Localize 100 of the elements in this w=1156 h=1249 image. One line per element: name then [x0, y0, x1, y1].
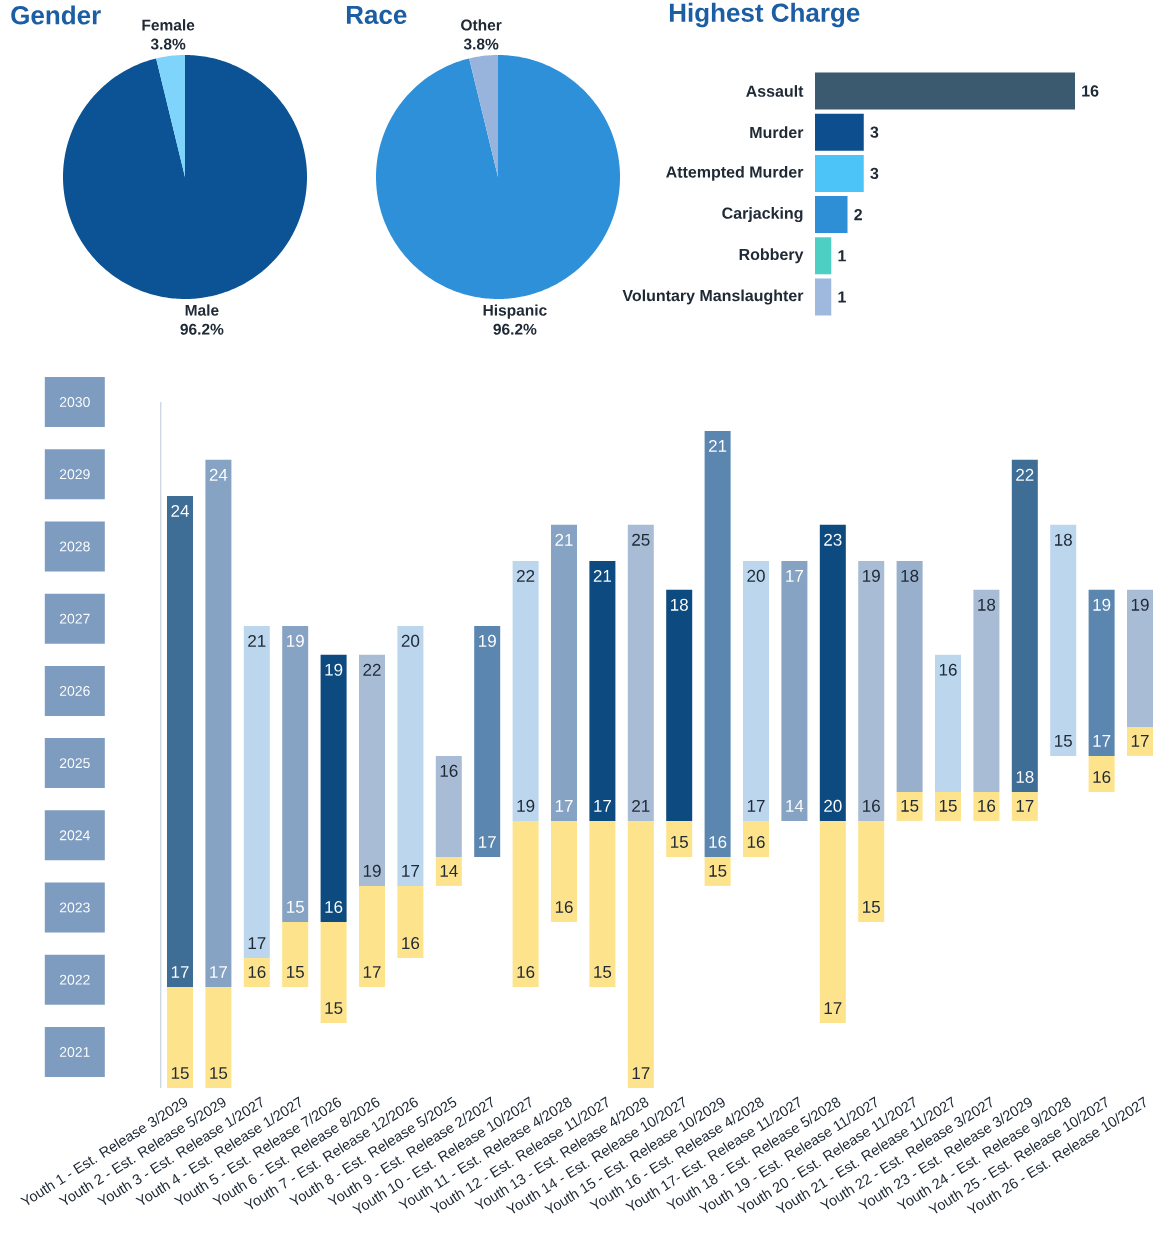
bar: [743, 820, 770, 857]
bar: [815, 113, 864, 151]
slice-label: Hispanic: [483, 304, 547, 319]
annotation: 17: [1131, 735, 1149, 747]
y-tick-label: Attempted Murder: [666, 165, 804, 181]
annotation: 18: [671, 598, 688, 611]
annotation: 22: [1016, 468, 1034, 481]
annotation: 17: [824, 1002, 842, 1014]
bar: [205, 986, 232, 1089]
y-tick-label: Assault: [746, 85, 804, 97]
annotation: 21: [593, 569, 612, 582]
annotation: 17: [786, 570, 803, 582]
bar: [1088, 755, 1115, 792]
y-tick-label: Carjacking: [722, 207, 803, 223]
annotation: 16: [747, 835, 765, 849]
annotation: 17: [363, 966, 381, 978]
annotation: 20: [747, 569, 765, 582]
annotation: 17: [1093, 735, 1111, 747]
annotation: 16: [939, 663, 957, 676]
annotation: 19: [287, 634, 304, 647]
slice-label: Other: [461, 19, 502, 31]
bar: [781, 560, 808, 821]
annotation: 20: [824, 799, 842, 812]
annotation: 16: [863, 799, 880, 812]
annotation: 17: [1016, 800, 1034, 812]
annotation: 17: [479, 836, 496, 848]
annotation: 24: [171, 504, 189, 517]
annotation: 15: [287, 901, 304, 913]
bar: [1127, 726, 1154, 756]
y-tick-label: 2022: [59, 974, 90, 985]
y-tick-label: 2027: [59, 613, 90, 624]
bar: [243, 958, 270, 987]
y-tick-label: 2030: [59, 397, 90, 407]
annotation: 15: [594, 966, 612, 978]
data-label: 3.8%: [150, 38, 186, 50]
y-tick-label: 2029: [59, 469, 90, 480]
annotation: 17: [171, 966, 189, 978]
annotation: 19: [863, 569, 880, 582]
annotation: 17: [555, 800, 573, 812]
data-label: 1: [838, 291, 846, 303]
bar: [935, 791, 962, 821]
data-label: 96.2%: [180, 323, 224, 335]
chart-title: Race: [346, 5, 407, 25]
y-tick-label: 2023: [59, 902, 90, 913]
y-tick-label: 2026: [59, 685, 90, 696]
bar: [474, 625, 501, 857]
annotation: 15: [325, 1002, 343, 1015]
annotation: 18: [901, 569, 919, 582]
bar: [815, 278, 832, 316]
bar: [896, 791, 923, 821]
bar: [397, 885, 424, 959]
annotation: 16: [402, 937, 420, 950]
annotation: 17: [210, 966, 227, 978]
y-tick-label: 2025: [59, 758, 90, 769]
bar: [973, 791, 1000, 821]
annotation: 16: [248, 965, 266, 979]
annotation: 24: [209, 468, 228, 481]
bar: [435, 856, 462, 886]
annotation: 16: [978, 799, 996, 812]
annotation: 15: [939, 799, 957, 812]
annotation: 19: [1131, 598, 1149, 611]
bar: [815, 72, 1076, 110]
data-label: 16: [1082, 85, 1099, 97]
bar: [815, 196, 848, 234]
annotation: 14: [786, 800, 804, 812]
annotation: 14: [440, 865, 458, 877]
annotation: 16: [325, 900, 343, 914]
data-label: 96.2%: [493, 323, 537, 335]
bar: [282, 921, 309, 987]
annotation: 15: [709, 864, 727, 877]
annotation: 21: [709, 439, 727, 452]
annotation: 16: [440, 764, 458, 777]
annotation: 16: [555, 900, 573, 914]
chart-title: Highest Charge: [669, 2, 860, 28]
bar: [167, 986, 193, 1089]
annotation: 17: [747, 800, 765, 812]
bar: [815, 237, 832, 275]
annotation: 18: [1016, 770, 1034, 784]
annotation: 19: [517, 799, 535, 812]
data-label: 2: [854, 209, 862, 221]
y-tick-label: 2028: [59, 541, 90, 552]
y-tick-label: Robbery: [739, 248, 804, 264]
annotation: 22: [517, 569, 535, 582]
annotation: 16: [1093, 770, 1111, 784]
annotation: 25: [632, 533, 650, 546]
slice-label: Female: [142, 19, 195, 31]
chart-title: Gender: [11, 5, 101, 25]
bar: [815, 154, 864, 192]
annotation: 22: [363, 663, 381, 676]
annotation: 17: [632, 1067, 650, 1079]
annotation: 15: [863, 901, 880, 913]
annotation: 15: [671, 836, 688, 848]
y-tick-label: 2021: [59, 1047, 90, 1057]
annotation: 17: [248, 937, 266, 949]
data-label: 3: [870, 167, 879, 180]
data-label: 1: [838, 250, 846, 262]
y-tick-label: Voluntary Manslaughter: [622, 289, 804, 305]
annotation: 19: [363, 864, 381, 877]
data-label: 3: [870, 126, 879, 138]
bar: [704, 856, 731, 886]
